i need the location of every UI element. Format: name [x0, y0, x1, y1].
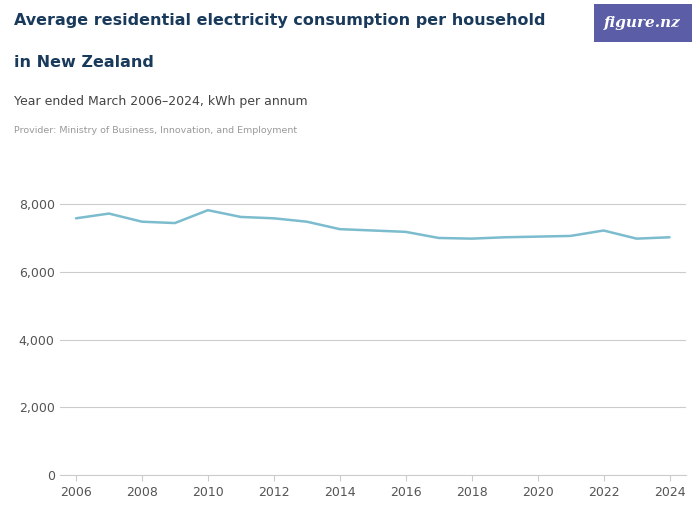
Text: Average residential electricity consumption per household: Average residential electricity consumpt…	[14, 13, 545, 28]
Text: figure.nz: figure.nz	[604, 16, 681, 30]
Text: in New Zealand: in New Zealand	[14, 55, 154, 70]
Text: Provider: Ministry of Business, Innovation, and Employment: Provider: Ministry of Business, Innovati…	[14, 126, 297, 135]
Text: Year ended March 2006–2024, kWh per annum: Year ended March 2006–2024, kWh per annu…	[14, 94, 307, 108]
